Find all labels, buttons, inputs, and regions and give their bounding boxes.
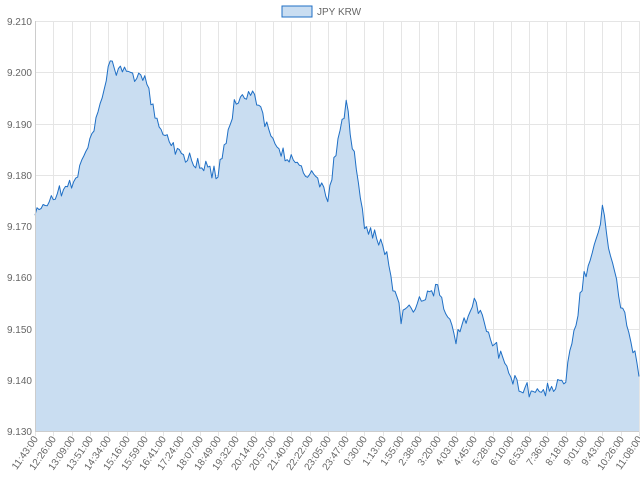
x-axis: 11:43:0012:26:0013:09:0013:51:0014:34:00…: [10, 431, 640, 473]
y-tick-label: 9.150: [7, 325, 32, 336]
legend: JPY KRW: [281, 5, 362, 18]
y-tick-label: 9.160: [7, 273, 32, 284]
legend-swatch: [281, 5, 313, 18]
series-line: [34, 60, 640, 398]
series-line-path: [34, 60, 640, 398]
y-tick-label: 9.210: [7, 17, 32, 28]
series-area: [35, 60, 639, 432]
y-tick-label: 9.190: [7, 120, 32, 131]
y-tick-label: 9.180: [7, 171, 32, 182]
y-tick-label: 9.140: [7, 376, 32, 387]
y-tick-label: 9.130: [7, 427, 32, 438]
y-tick-label: 9.200: [7, 68, 32, 79]
legend-label: JPY KRW: [317, 7, 362, 18]
y-tick-label: 9.170: [7, 222, 32, 233]
y-axis: 9.130 9.140 9.150 9.160 9.170 9.180 9.190 9.200…: [7, 17, 36, 438]
series-area-fill: [35, 60, 639, 432]
